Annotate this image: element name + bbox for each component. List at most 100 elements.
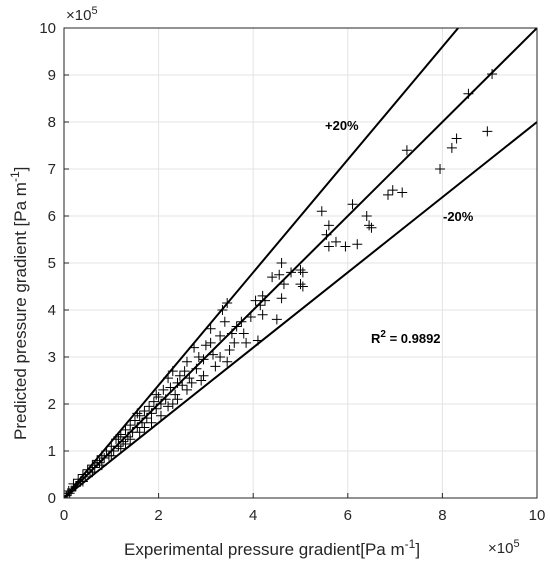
data-point xyxy=(267,272,278,283)
data-point xyxy=(191,363,202,374)
data-point xyxy=(153,391,164,402)
data-point xyxy=(77,476,88,487)
data-point xyxy=(401,145,412,156)
data-point xyxy=(323,241,334,252)
data-point xyxy=(482,126,493,137)
data-point xyxy=(295,265,306,276)
data-point xyxy=(210,361,221,372)
data-point xyxy=(132,408,143,419)
data-point xyxy=(241,337,252,348)
data-point xyxy=(286,267,297,278)
data-point xyxy=(226,328,237,339)
data-point xyxy=(179,366,190,377)
data-point xyxy=(487,69,498,80)
data-point xyxy=(177,380,188,391)
data-point xyxy=(144,401,155,412)
data-point xyxy=(92,457,103,468)
y-tick-label: 9 xyxy=(48,67,56,84)
x-tick-label: 8 xyxy=(438,507,446,524)
data-point xyxy=(115,429,126,440)
reference-line xyxy=(64,28,460,498)
minus-20-label: -20% xyxy=(443,209,474,224)
data-point xyxy=(231,321,242,332)
axis-ticks: 0 2 4 6 8 10 0 1 2 3 4 5 6 7 8 9 10 xyxy=(39,20,545,524)
data-point xyxy=(250,295,261,306)
data-point xyxy=(330,236,341,247)
data-point xyxy=(146,417,157,428)
data-point xyxy=(165,382,176,393)
x-tick-label: 10 xyxy=(529,507,546,524)
data-point xyxy=(139,406,150,417)
data-point xyxy=(276,293,287,304)
data-point xyxy=(257,309,268,320)
data-point xyxy=(278,279,289,290)
data-point xyxy=(155,410,166,421)
data-point xyxy=(122,431,133,442)
data-point xyxy=(274,269,285,280)
x-tick-label: 0 xyxy=(60,507,68,524)
data-point xyxy=(146,408,157,419)
x-tick-label: 2 xyxy=(154,507,162,524)
data-point xyxy=(207,349,218,360)
data-points xyxy=(64,69,498,498)
data-point xyxy=(219,316,230,327)
data-point xyxy=(446,142,457,153)
data-point xyxy=(321,229,332,240)
data-point xyxy=(96,450,107,461)
data-point xyxy=(89,462,100,473)
y-tick-label: 7 xyxy=(48,161,56,178)
data-point xyxy=(205,323,216,334)
data-point xyxy=(463,88,474,99)
data-point xyxy=(245,312,256,323)
data-point xyxy=(101,446,112,456)
data-point xyxy=(70,481,81,492)
data-point xyxy=(295,279,306,290)
data-point xyxy=(198,354,209,365)
data-point xyxy=(224,344,235,355)
data-point xyxy=(340,241,351,252)
data-point xyxy=(96,460,107,471)
data-point xyxy=(125,420,136,431)
data-point xyxy=(158,384,169,395)
data-point xyxy=(64,485,74,496)
x-exponent-label: ×105 xyxy=(488,538,520,557)
y-tick-label: 8 xyxy=(48,114,56,131)
data-point xyxy=(155,399,166,409)
data-point xyxy=(172,377,183,388)
data-point xyxy=(111,434,122,445)
data-point xyxy=(134,427,145,438)
reference-lines xyxy=(64,28,537,498)
data-point xyxy=(435,164,446,174)
x-tick-label: 4 xyxy=(249,507,257,524)
data-point xyxy=(82,464,93,475)
data-point xyxy=(148,396,159,407)
x-axis-label: Experimental pressure gradient[Pa m-1] xyxy=(124,537,420,559)
data-point xyxy=(125,434,136,445)
data-point xyxy=(106,441,117,452)
y-tick-label: 2 xyxy=(48,396,56,413)
data-point xyxy=(167,399,178,409)
data-point xyxy=(383,189,394,200)
data-point xyxy=(170,389,181,400)
data-point xyxy=(222,297,233,308)
data-point xyxy=(64,488,75,498)
data-point xyxy=(172,394,183,405)
data-point xyxy=(316,206,327,217)
data-point xyxy=(196,375,207,386)
data-point xyxy=(222,356,233,367)
y-tick-label: 5 xyxy=(48,255,56,272)
data-point xyxy=(397,187,408,198)
y-tick-label: 6 xyxy=(48,208,56,225)
data-point xyxy=(387,185,398,196)
data-point xyxy=(99,453,110,464)
data-point xyxy=(181,356,192,367)
data-point xyxy=(186,377,197,388)
data-point xyxy=(139,422,150,433)
y-exponent-label: ×105 xyxy=(66,5,98,24)
data-point xyxy=(167,366,178,377)
data-point xyxy=(200,340,211,351)
data-point xyxy=(238,328,249,339)
data-point xyxy=(160,394,171,405)
data-point xyxy=(323,220,334,231)
data-point xyxy=(366,222,377,233)
